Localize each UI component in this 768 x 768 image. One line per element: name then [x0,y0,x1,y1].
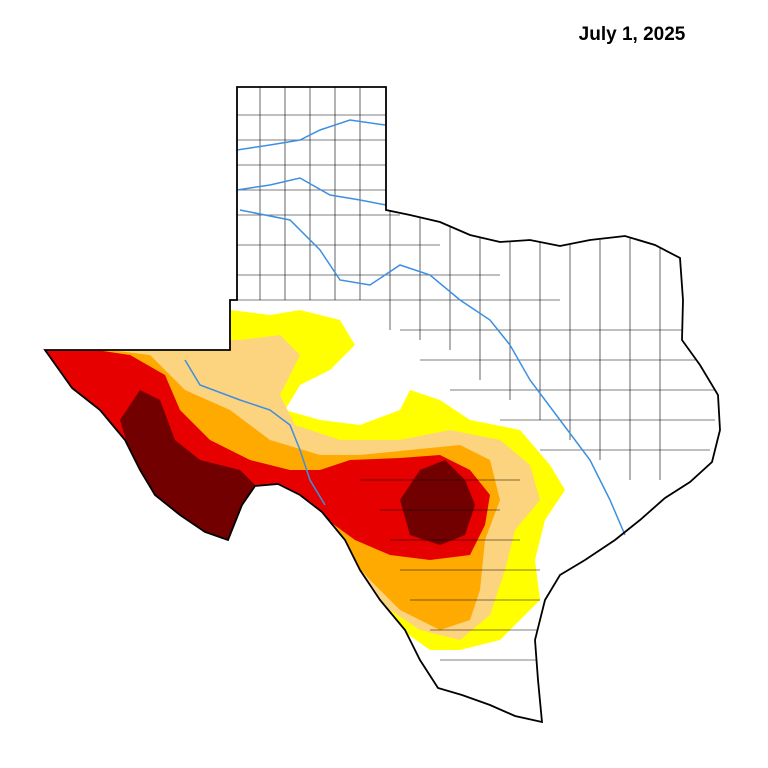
rivers [184,119,626,536]
map-date: July 1, 2025 [579,24,686,45]
state-outline [43,86,721,724]
d4-exceptional-drought-central [400,460,475,545]
county-lines [230,87,715,661]
